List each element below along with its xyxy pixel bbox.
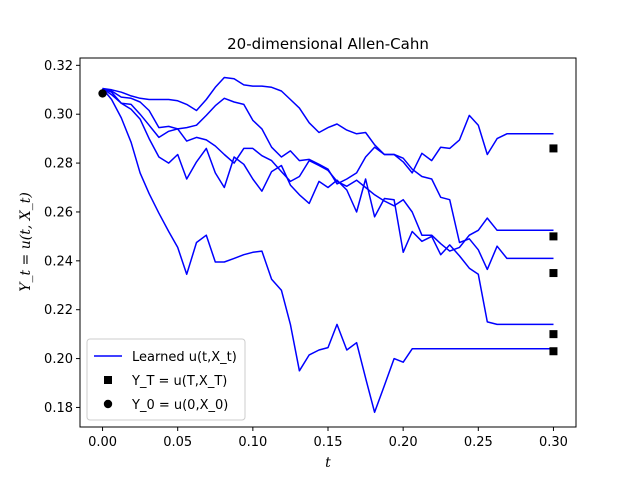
x-tick-label: 0.30: [539, 435, 568, 450]
y-axis-ticks: 0.18 0.20 0.22 0.24 0.26 0.28 0.30 0.32: [44, 59, 80, 416]
y-tick-label: 0.22: [44, 303, 73, 318]
y-axis-label: Y_t = u(t, X_t): [18, 192, 34, 292]
legend-circle-swatch: [103, 399, 113, 409]
series-layer: [101, 76, 554, 414]
y-tick-label: 0.30: [44, 108, 73, 123]
x-tick-label: 0.10: [238, 435, 267, 450]
series-line-4: [102, 87, 554, 326]
x-tick-label: 0.00: [88, 435, 117, 450]
y-tick-label: 0.32: [44, 59, 73, 74]
x-tick-label: 0.15: [314, 435, 343, 450]
y-tick-label: 0.24: [44, 254, 73, 269]
series-line-3: [102, 87, 554, 252]
marker-layer: [98, 89, 558, 356]
y-tick-label: 0.18: [44, 401, 73, 416]
x-axis-ticks: 0.00 0.05 0.10 0.15 0.20 0.25 0.30: [88, 427, 568, 450]
legend-box: [86, 338, 246, 421]
legend-label-learned: Learned u(t,X_t): [132, 350, 237, 365]
y-tick-label: 0.28: [44, 157, 73, 172]
x-tick-label: 0.25: [464, 435, 493, 450]
legend-label-initial: Y_0 = u(0,X_0): [131, 398, 228, 413]
terminal-point-2: [549, 232, 558, 241]
chart-title: 20-dimensional Allen-Cahn: [227, 35, 429, 53]
initial-point: [98, 89, 107, 98]
legend: Learned u(t,X_t) Y_T = u(T,X_T) Y_0 = u(…: [86, 338, 246, 421]
x-tick-label: 0.05: [163, 435, 192, 450]
terminal-point-1: [549, 144, 558, 153]
x-axis-label: t: [325, 455, 331, 471]
y-tick-label: 0.26: [44, 205, 73, 220]
series-line-5: [101, 88, 554, 414]
series-line-1: [102, 76, 554, 174]
y-tick-label: 0.20: [44, 352, 73, 367]
terminal-point-3: [549, 269, 558, 278]
legend-square-swatch: [104, 376, 112, 384]
terminal-point-4: [549, 330, 558, 339]
terminal-point-5: [549, 347, 558, 356]
series-line-2: [102, 89, 554, 271]
x-tick-label: 0.20: [389, 435, 418, 450]
legend-label-terminal: Y_T = u(T,X_T): [131, 374, 227, 389]
